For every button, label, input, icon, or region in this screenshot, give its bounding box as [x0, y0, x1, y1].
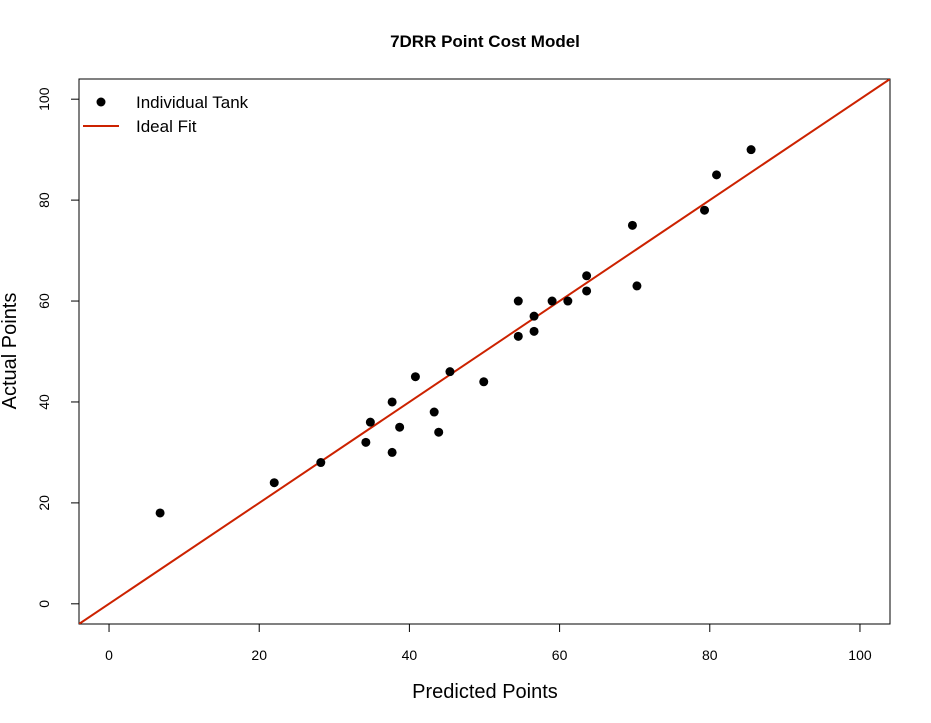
data-point — [547, 296, 557, 306]
data-point — [365, 417, 375, 427]
x-axis-label: Predicted Points — [412, 681, 558, 703]
legend-marker-individual-tank — [96, 97, 106, 107]
data-point — [479, 377, 489, 387]
x-tick-label: 20 — [251, 647, 267, 663]
x-axis: 0 20 40 60 80 100 — [105, 623, 872, 663]
data-point — [387, 447, 397, 457]
y-axis-label: Actual Points — [0, 293, 21, 410]
data-point — [529, 326, 539, 336]
data-point — [582, 271, 592, 281]
x-tick-label: 0 — [105, 647, 113, 663]
data-point — [387, 397, 397, 407]
y-tick-label: 60 — [36, 293, 52, 309]
y-tick-label: 0 — [36, 600, 52, 608]
data-point — [445, 367, 455, 377]
legend-label-ideal-fit: Ideal Fit — [136, 117, 197, 136]
legend-label-individual-tank: Individual Tank — [136, 93, 249, 112]
y-tick-label: 40 — [36, 394, 52, 410]
x-tick-label: 60 — [552, 647, 568, 663]
data-point — [627, 220, 637, 230]
data-point — [269, 478, 279, 488]
data-point — [746, 145, 756, 155]
x-tick-label: 80 — [702, 647, 718, 663]
data-point — [410, 372, 420, 382]
x-tick-label: 40 — [402, 647, 418, 663]
y-tick-label: 20 — [36, 495, 52, 511]
x-tick-label: 100 — [848, 647, 872, 663]
data-point — [712, 170, 722, 180]
data-point — [429, 407, 439, 417]
chart-title: 7DRR Point Cost Model — [390, 32, 580, 51]
data-point — [513, 296, 523, 306]
data-point — [513, 331, 523, 341]
plot-area — [79, 79, 890, 624]
data-point — [316, 458, 326, 468]
data-point — [155, 508, 165, 518]
data-point — [563, 296, 573, 306]
y-tick-label: 100 — [36, 87, 52, 111]
data-point — [700, 205, 710, 215]
data-point — [434, 427, 444, 437]
data-point — [361, 437, 371, 447]
data-point — [632, 281, 642, 291]
y-axis: 0 20 40 60 80 100 — [36, 87, 80, 608]
y-tick-label: 80 — [36, 192, 52, 208]
data-point — [582, 286, 592, 296]
ideal-fit-line — [79, 79, 890, 624]
data-point — [395, 422, 405, 432]
legend: Individual Tank Ideal Fit — [83, 93, 249, 136]
data-point — [529, 311, 539, 321]
